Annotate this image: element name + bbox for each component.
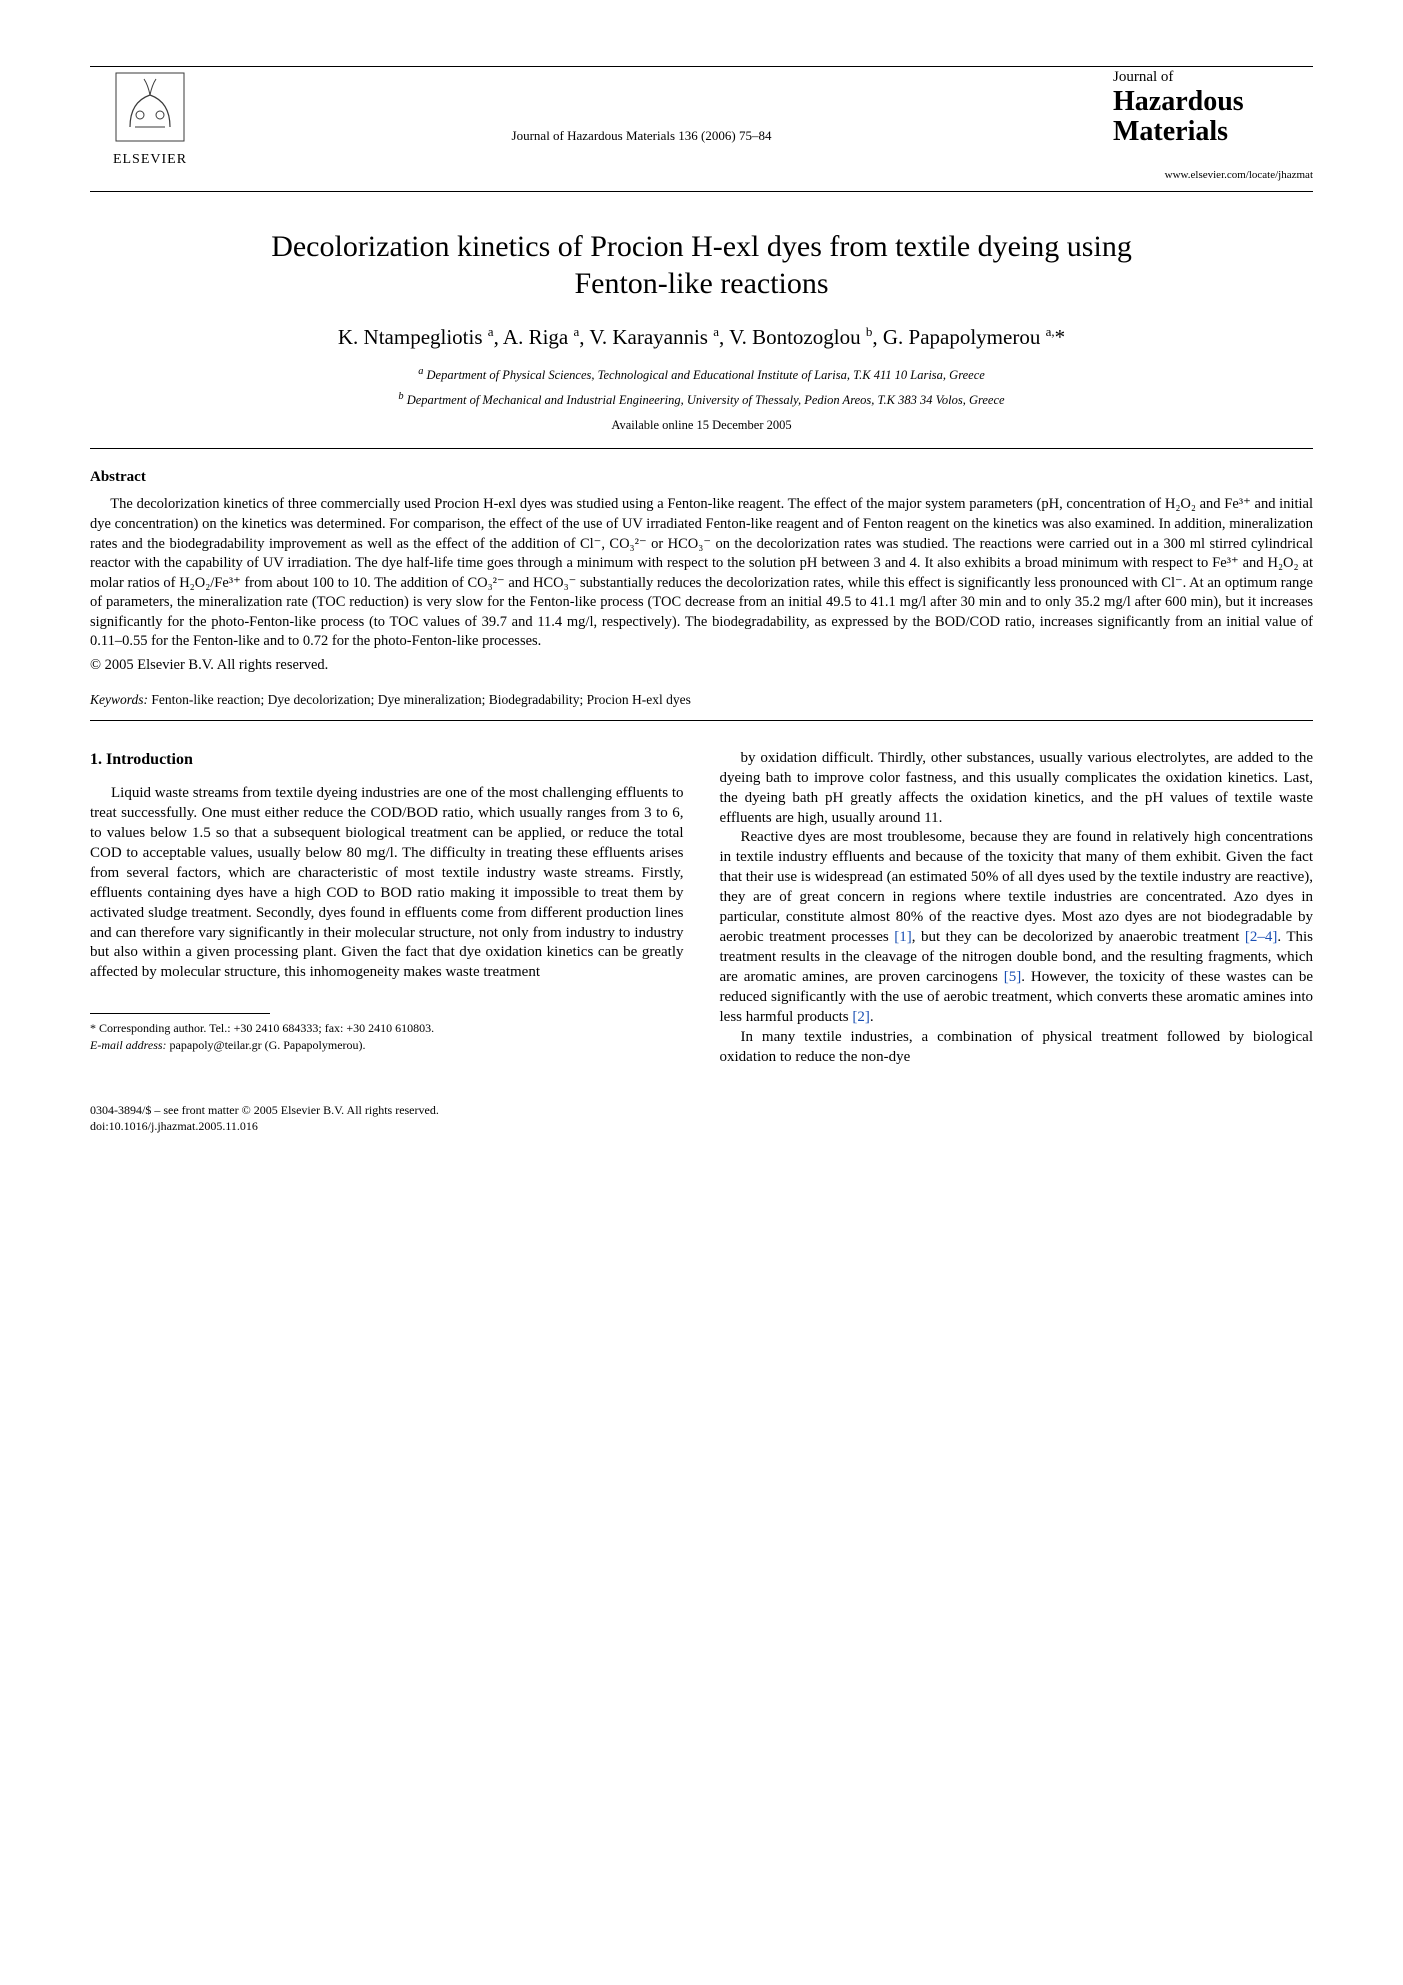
article-body: 1. Introduction Liquid waste streams fro… <box>90 749 1313 1068</box>
elsevier-logo <box>110 67 190 147</box>
rule-below-keywords <box>90 720 1313 721</box>
corresponding-email: E-mail address: papapoly@teilar.gr (G. P… <box>90 1037 684 1053</box>
email-label: E-mail address: <box>90 1038 167 1052</box>
authors-line: K. Ntampegliotis a, A. Riga a, V. Karaya… <box>90 323 1313 351</box>
abstract-text: The decolorization kinetics of three com… <box>90 495 1313 652</box>
column1-footnotes: * Corresponding author. Tel.: +30 2410 6… <box>90 1013 684 1052</box>
section-1-para-2a: by oxidation difficult. Thirdly, other s… <box>720 749 1314 829</box>
affiliation-b: b Department of Mechanical and Industria… <box>90 390 1313 409</box>
ref-link-2[interactable]: [2] <box>852 1009 870 1025</box>
abstract-heading: Abstract <box>90 467 1313 487</box>
p2b-pre: Reactive dyes are most troublesome, beca… <box>720 829 1314 945</box>
journal-url[interactable]: www.elsevier.com/locate/jhazmat <box>1073 168 1313 183</box>
p2b-mid1: , but they can be decolorized by anaerob… <box>912 929 1245 945</box>
rule-above-abstract <box>90 448 1313 449</box>
journal-logo-block: Journal of Hazardous Materials www.elsev… <box>1073 67 1313 183</box>
journal-name-prefix: Journal of <box>1113 67 1313 87</box>
section-1-para-3: In many textile industries, a combinatio… <box>720 1028 1314 1068</box>
affiliation-a-text: Department of Physical Sciences, Technol… <box>427 368 985 382</box>
ref-link-1[interactable]: [1] <box>894 929 912 945</box>
keywords-line: Keywords: Fenton-like reaction; Dye deco… <box>90 691 1313 709</box>
journal-reference: Journal of Hazardous Materials 136 (2006… <box>210 127 1073 145</box>
page-header: ELSEVIER Journal of Hazardous Materials … <box>90 67 1313 192</box>
affiliation-a: a Department of Physical Sciences, Techn… <box>90 365 1313 384</box>
corresponding-author: * Corresponding author. Tel.: +30 2410 6… <box>90 1020 684 1036</box>
page-footer: 0304-3894/$ – see front matter © 2005 El… <box>90 1102 1313 1136</box>
section-1-heading: 1. Introduction <box>90 749 684 770</box>
journal-name-line2: Materials <box>1113 117 1313 146</box>
ref-link-5[interactable]: [5] <box>1004 969 1022 985</box>
available-online: Available online 15 December 2005 <box>90 417 1313 434</box>
journal-name-line1: Hazardous <box>1113 87 1313 116</box>
section-1-para-1: Liquid waste streams from textile dyeing… <box>90 784 684 983</box>
abstract-body: The decolorization kinetics of three com… <box>90 495 1313 675</box>
abstract-copyright: © 2005 Elsevier B.V. All rights reserved… <box>90 656 1313 676</box>
footnotes-separator <box>90 1013 270 1014</box>
footer-line-1: 0304-3894/$ – see front matter © 2005 El… <box>90 1102 1313 1119</box>
p2b-end: . <box>870 1009 874 1025</box>
footer-line-2: doi:10.1016/j.jhazmat.2005.11.016 <box>90 1118 1313 1135</box>
email-value[interactable]: papapoly@teilar.gr (G. Papapolymerou). <box>167 1038 366 1052</box>
publisher-name: ELSEVIER <box>113 151 187 170</box>
keywords-label: Keywords: <box>90 692 148 707</box>
article-title: Decolorization kinetics of Procion H-exl… <box>222 228 1182 303</box>
affiliation-b-text: Department of Mechanical and Industrial … <box>407 393 1005 407</box>
publisher-block: ELSEVIER <box>90 67 210 170</box>
section-1-para-2b: Reactive dyes are most troublesome, beca… <box>720 828 1314 1027</box>
ref-link-2-4[interactable]: [2–4] <box>1245 929 1278 945</box>
keywords-text: Fenton-like reaction; Dye decolorization… <box>148 692 691 707</box>
